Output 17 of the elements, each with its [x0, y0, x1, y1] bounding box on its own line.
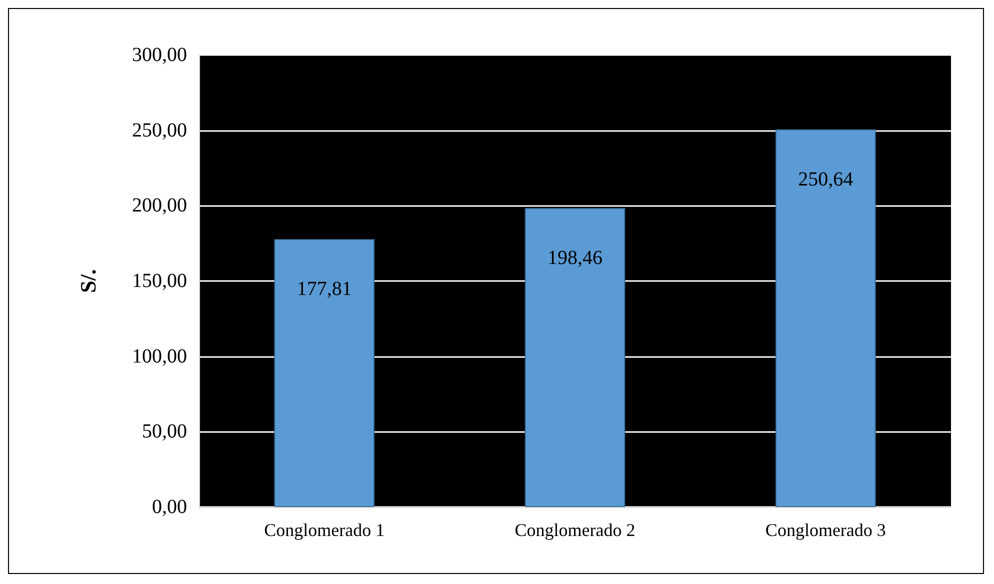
x-tick-label: Conglomerado 3 — [765, 520, 886, 540]
y-axis-title: S/. — [76, 269, 100, 293]
y-tick-label: 100,00 — [132, 345, 187, 368]
bar — [524, 208, 626, 507]
bar — [274, 239, 374, 507]
y-tick-label: 250,00 — [132, 119, 187, 142]
bar — [776, 129, 876, 507]
x-tick-label: Conglomerado 2 — [514, 520, 636, 540]
y-tick-label: 300,00 — [132, 44, 187, 66]
y-tick-label: 50,00 — [142, 420, 187, 443]
data-label: 198,46 — [548, 246, 602, 269]
x-tick-label: Conglomerado 1 — [264, 520, 385, 540]
data-label: 250,64 — [798, 168, 854, 190]
y-tick-label: 200,00 — [132, 194, 187, 217]
y-tick-label: 150,00 — [132, 270, 187, 292]
y-tick-label: 0,00 — [152, 496, 187, 518]
data-label: 177,81 — [296, 278, 352, 300]
